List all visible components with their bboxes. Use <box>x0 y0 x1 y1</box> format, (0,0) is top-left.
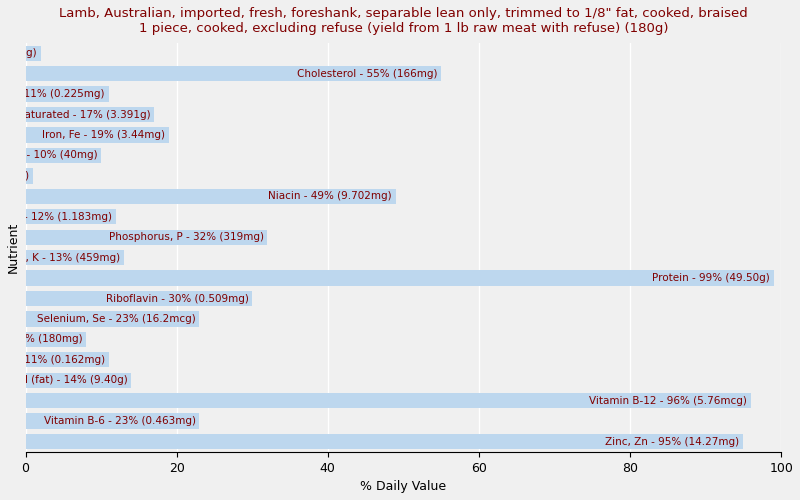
Text: Fatty acids, total saturated - 17% (3.391g): Fatty acids, total saturated - 17% (3.39… <box>0 110 150 120</box>
Text: Cholesterol - 55% (166mg): Cholesterol - 55% (166mg) <box>297 68 438 78</box>
Text: Protein - 99% (49.50g): Protein - 99% (49.50g) <box>652 273 770 283</box>
Bar <box>26 393 751 408</box>
Title: Lamb, Australian, imported, fresh, foreshank, separable lean only, trimmed to 1/: Lamb, Australian, imported, fresh, fores… <box>59 7 748 35</box>
Y-axis label: Nutrient: Nutrient <box>7 222 20 273</box>
Text: Riboflavin - 30% (0.509mg): Riboflavin - 30% (0.509mg) <box>106 294 249 304</box>
Text: Phosphorus, P - 32% (319mg): Phosphorus, P - 32% (319mg) <box>109 232 263 242</box>
Text: Selenium, Se - 23% (16.2mcg): Selenium, Se - 23% (16.2mcg) <box>37 314 195 324</box>
Text: Potassium, K - 13% (459mg): Potassium, K - 13% (459mg) <box>0 252 120 262</box>
Bar <box>26 230 267 245</box>
Text: Zinc, Zn - 95% (14.27mg): Zinc, Zn - 95% (14.27mg) <box>606 436 739 446</box>
Bar <box>26 372 131 388</box>
Bar <box>26 270 774 285</box>
Text: Thiamin - 11% (0.162mg): Thiamin - 11% (0.162mg) <box>0 355 105 365</box>
Bar <box>26 352 109 368</box>
Text: Pantothenic acid - 12% (1.183mg): Pantothenic acid - 12% (1.183mg) <box>0 212 112 222</box>
Text: Niacin - 49% (9.702mg): Niacin - 49% (9.702mg) <box>268 192 392 202</box>
Text: Sodium, Na - 8% (180mg): Sodium, Na - 8% (180mg) <box>0 334 82 344</box>
Bar <box>26 168 33 184</box>
Text: Vitamin B-6 - 23% (0.463mg): Vitamin B-6 - 23% (0.463mg) <box>43 416 195 426</box>
Text: Calcium, Ca - 2% (25mg): Calcium, Ca - 2% (25mg) <box>0 48 37 58</box>
Text: Manganese, Mn - 1% (0.020mg): Manganese, Mn - 1% (0.020mg) <box>0 171 30 181</box>
Bar <box>26 332 86 347</box>
Bar <box>26 291 252 306</box>
Text: Copper, Cu - 11% (0.225mg): Copper, Cu - 11% (0.225mg) <box>0 89 105 99</box>
X-axis label: % Daily Value: % Daily Value <box>360 480 446 493</box>
Bar <box>26 312 199 326</box>
Bar <box>26 46 41 61</box>
Bar <box>26 107 154 122</box>
Bar <box>26 128 169 142</box>
Bar <box>26 209 116 224</box>
Text: Vitamin B-12 - 96% (5.76mcg): Vitamin B-12 - 96% (5.76mcg) <box>590 396 747 406</box>
Bar <box>26 434 743 449</box>
Text: Iron, Fe - 19% (3.44mg): Iron, Fe - 19% (3.44mg) <box>42 130 166 140</box>
Text: Total lipid (fat) - 14% (9.40g): Total lipid (fat) - 14% (9.40g) <box>0 376 127 386</box>
Bar <box>26 414 199 429</box>
Text: Magnesium, Mg - 10% (40mg): Magnesium, Mg - 10% (40mg) <box>0 150 98 160</box>
Bar <box>26 66 441 82</box>
Bar <box>26 86 109 102</box>
Bar <box>26 148 101 163</box>
Bar <box>26 250 124 266</box>
Bar <box>26 188 396 204</box>
